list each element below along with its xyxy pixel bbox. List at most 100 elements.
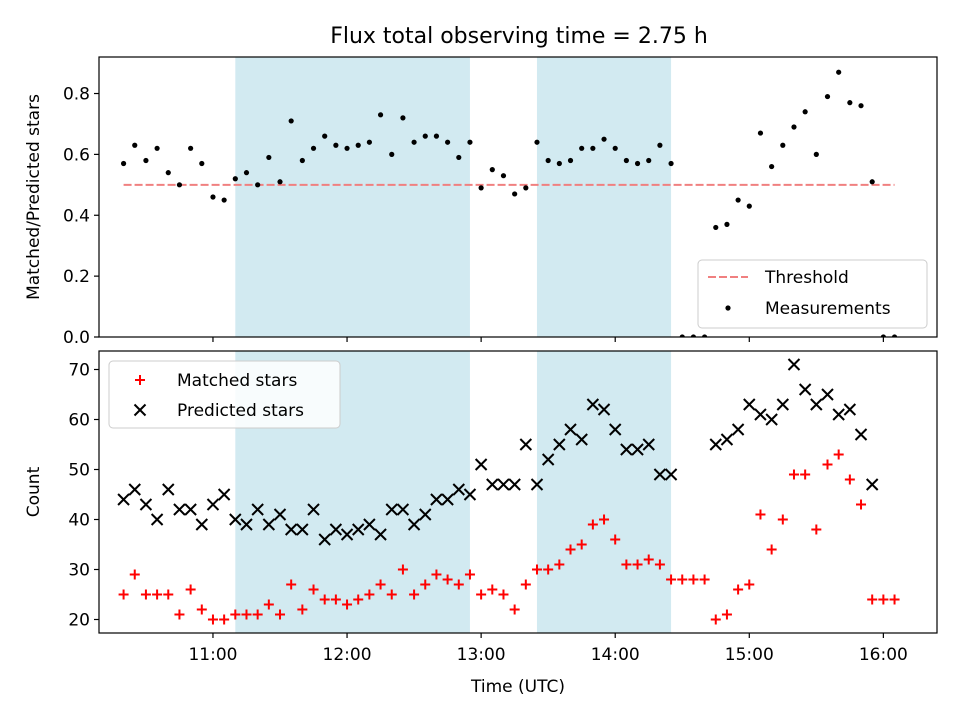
matched-point (878, 594, 889, 605)
predicted-point (620, 443, 633, 456)
measurement-point (299, 157, 305, 164)
legend-box (697, 259, 928, 329)
predicted-point (162, 483, 175, 496)
measurement-point (847, 100, 853, 106)
measurement-point (433, 133, 440, 139)
predicted-point (508, 478, 521, 491)
legend-box (108, 360, 341, 429)
legend-label-threshold: Threshold (764, 268, 849, 288)
figure-title: Flux total observing time = 2.75 h (330, 24, 708, 49)
predicted-point (731, 423, 745, 436)
predicted-point (307, 503, 320, 516)
x-tick-label: 12:00 (323, 645, 372, 665)
measurement-point (668, 160, 674, 167)
matched-point (330, 594, 341, 605)
matched-point (464, 569, 475, 580)
measurement-point (780, 142, 786, 148)
observing-interval-1 (235, 57, 470, 337)
measurement-point (232, 176, 238, 182)
plot-content (120, 57, 898, 337)
matched-point (263, 599, 274, 610)
measurement-point (210, 194, 216, 200)
measurement-point (690, 334, 697, 337)
predicted-point (329, 523, 343, 536)
measurement-point (612, 145, 618, 151)
predicted-point (821, 388, 834, 401)
legend-measurements-swatch (725, 305, 731, 311)
measurement-point (277, 179, 283, 185)
predicted-point (251, 503, 264, 516)
measurement-point (701, 334, 708, 337)
observing-interval-2 (536, 351, 672, 633)
measurement-point (310, 145, 317, 151)
matched-point (721, 609, 732, 620)
matched-point (666, 574, 677, 585)
ratio-panel: 0.0 0.2 0.4 0.6 0.8 Matched/Predicted stars Th… (24, 56, 938, 348)
predicted-point (396, 503, 410, 516)
predicted-point (798, 383, 812, 396)
matched-point (342, 599, 353, 610)
predicted-point (229, 513, 242, 526)
matched-point (353, 594, 364, 605)
matched-point (856, 499, 867, 510)
predicted-point (385, 503, 398, 516)
predicted-point (217, 488, 231, 501)
predicted-point (609, 423, 622, 436)
predicted-point (441, 493, 454, 506)
matched-point (431, 569, 442, 580)
measurement-point (400, 115, 406, 121)
predicted-point (765, 413, 778, 426)
measurement-point (858, 103, 864, 109)
predicted-point (653, 468, 667, 481)
measurement-point (523, 185, 529, 191)
matched-point (576, 539, 587, 550)
x-tick-label: 13:00 (457, 645, 506, 665)
matched-point (319, 594, 330, 605)
legend-label-measurements: Measurements (765, 299, 891, 319)
predicted-point (452, 483, 465, 496)
matched-point (498, 589, 509, 600)
y-tick-label: 0.8 (63, 85, 90, 105)
matched-point (643, 554, 654, 565)
measurement-point (366, 139, 372, 145)
matched-point (286, 579, 297, 590)
predicted-point (273, 508, 287, 521)
predicted-point (139, 498, 153, 511)
matched-point (375, 579, 386, 590)
predicted-point (720, 433, 734, 446)
measurement-point (322, 133, 328, 139)
predicted-point (497, 478, 510, 491)
series-measurements (120, 69, 898, 337)
y-tick-label: 0.4 (63, 206, 90, 226)
predicted-point (463, 488, 477, 501)
predicted-point (363, 518, 376, 531)
matched-point (275, 609, 286, 620)
predicted-point (754, 408, 767, 421)
matched-point (174, 609, 185, 620)
predicted-point (352, 523, 365, 536)
measurement-point (646, 157, 652, 164)
measurement-point (411, 139, 417, 145)
matched-point (252, 609, 263, 620)
measurement-point (132, 142, 138, 148)
predicted-point (318, 533, 331, 546)
measurement-point (344, 145, 350, 151)
measurement-point (891, 334, 898, 337)
predicted-point (184, 503, 197, 516)
matched-point (308, 584, 319, 595)
measurement-point (679, 334, 685, 337)
measurement-point (657, 142, 663, 148)
measurement-point (489, 167, 495, 173)
predicted-point (709, 438, 722, 451)
x-tick-label: 14:00 (591, 645, 640, 665)
predicted-point (631, 443, 644, 456)
matched-point (241, 609, 252, 620)
matched-point (219, 614, 230, 625)
measurement-point (802, 109, 808, 115)
predicted-point (586, 398, 600, 411)
y-tick-label: 20 (68, 611, 90, 631)
matched-point (118, 589, 129, 600)
legend-matched-swatch (135, 375, 145, 385)
observing-interval-2 (536, 57, 672, 337)
